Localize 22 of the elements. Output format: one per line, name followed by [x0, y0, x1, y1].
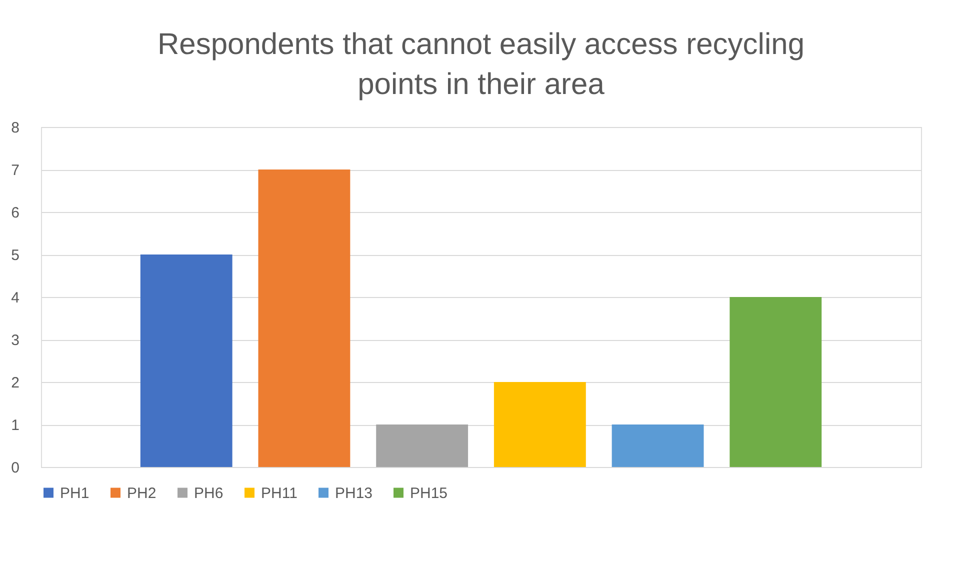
y-tick-label: 2 — [11, 374, 20, 392]
bar — [730, 297, 822, 467]
chart-title: Respondents that cannot easily access recycling points in their area — [157, 28, 805, 101]
bar — [494, 382, 586, 467]
legend-label: PH1 — [60, 484, 90, 502]
y-tick-label: 1 — [11, 417, 20, 434]
legend-label: PH6 — [194, 484, 224, 502]
bar — [258, 170, 350, 467]
legend-label: PH11 — [261, 484, 298, 502]
y-tick-label: 6 — [11, 204, 20, 222]
legend-label: PH15 — [410, 484, 448, 502]
bar — [376, 424, 468, 467]
bar — [612, 424, 704, 467]
legend-label: PH2 — [127, 484, 156, 502]
y-tick-label: 3 — [11, 332, 20, 349]
y-tick-label: 8 — [11, 120, 20, 136]
legend-label: PH13 — [335, 484, 373, 502]
y-tick-label: 4 — [11, 290, 20, 306]
bar — [140, 254, 232, 467]
y-tick-label: 7 — [11, 162, 20, 179]
y-tick-label: 5 — [11, 247, 20, 264]
y-tick-label: 0 — [11, 460, 20, 476]
